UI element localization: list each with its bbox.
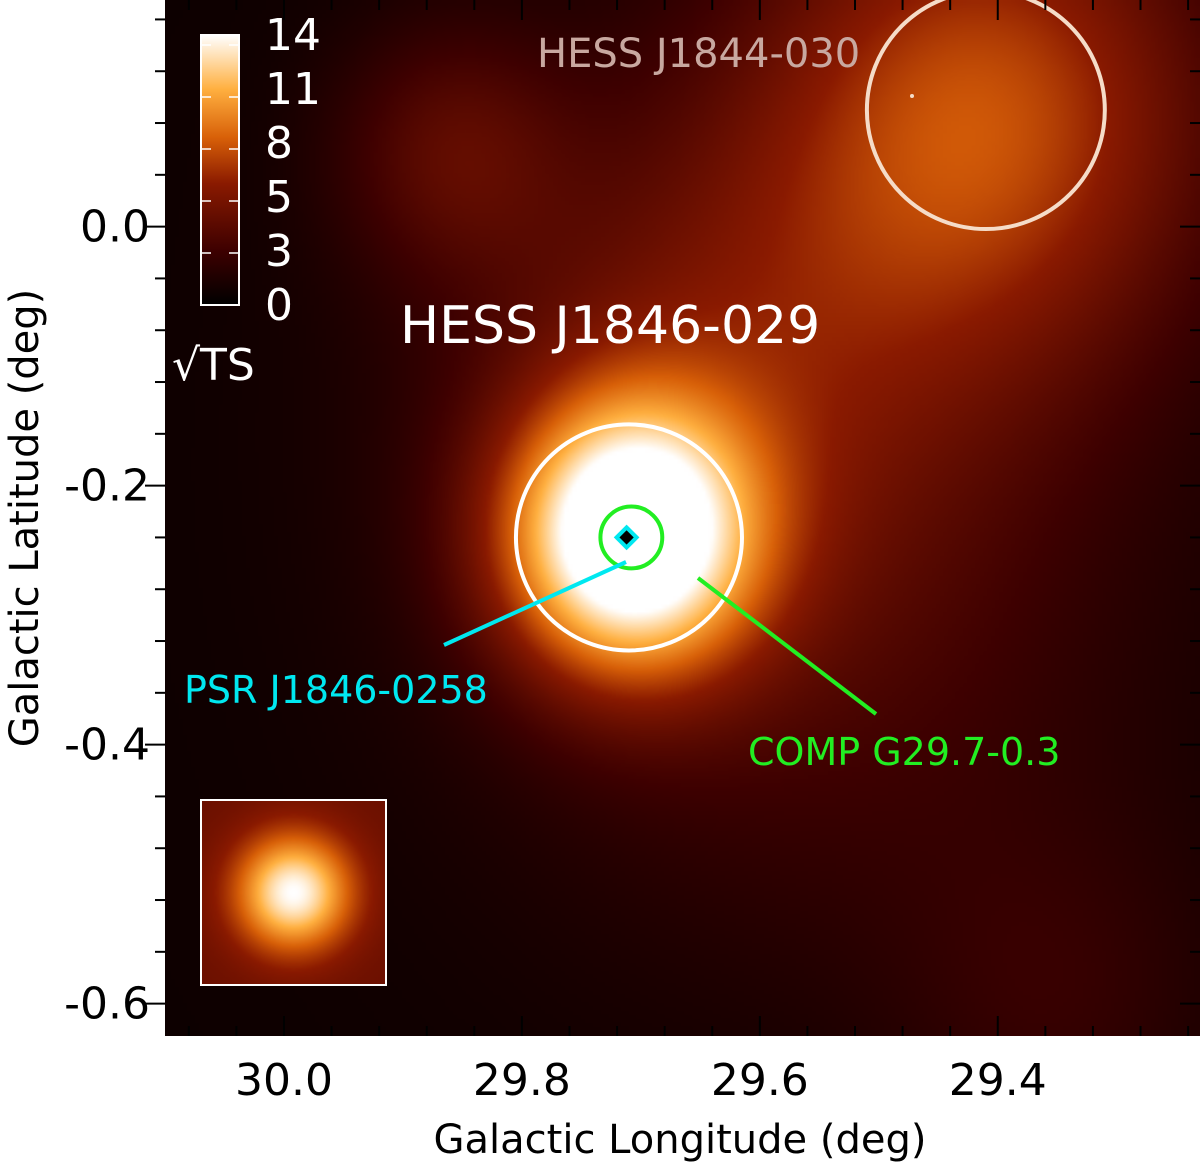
- x-tick-label: 29.8: [473, 1055, 571, 1106]
- colorbar-ticks: [201, 44, 239, 306]
- colorbar-tick-label: 14: [265, 10, 321, 61]
- colorbar-title: √TS: [172, 340, 255, 391]
- hess-j1844-030-extent-circle: [864, 0, 1107, 232]
- colorbar-tick-label: 3: [265, 226, 293, 277]
- y-tick-label: -0.4: [64, 720, 150, 771]
- y-tick-label: 0.0: [80, 202, 150, 253]
- psr-leader-line: [443, 560, 627, 647]
- x-tick-label: 29.4: [949, 1055, 1047, 1106]
- hess-j1846-029-extent-circle: [513, 422, 744, 653]
- colorbar: [200, 34, 240, 306]
- source-overlays: [443, 0, 1107, 716]
- axis-ticks: [145, 0, 1200, 1036]
- label-psr-j1846-0258: PSR J1846-0258: [184, 668, 488, 712]
- label-comp-g29-7-0-3: COMP G29.7-0.3: [748, 730, 1060, 774]
- psr-j1846-0258-marker: [613, 524, 640, 551]
- comp-g29-7-0-3-circle: [598, 504, 665, 571]
- colorbar-tick-label: 0: [265, 280, 293, 331]
- colorbar-tick-label: 11: [265, 64, 321, 115]
- x-tick-label: 30.0: [235, 1055, 333, 1106]
- label-hess-j1844-030: HESS J1844-030: [537, 31, 860, 77]
- hess-j1844-030-dot: [910, 94, 914, 98]
- colorbar-tick-label: 8: [265, 118, 293, 169]
- x-axis-title: Galactic Longitude (deg): [434, 1117, 927, 1163]
- y-tick-label: -0.2: [64, 461, 150, 512]
- x-tick-label: 29.6: [711, 1055, 809, 1106]
- y-tick-label: -0.6: [64, 979, 150, 1030]
- y-axis-title: Galactic Latitude (deg): [2, 289, 48, 748]
- psf-inset: [201, 800, 386, 985]
- colorbar-tick-label: 5: [265, 172, 293, 223]
- comp-leader-line: [696, 576, 878, 716]
- psf-inset-frame: [200, 799, 387, 986]
- label-hess-j1846-029: HESS J1846-029: [400, 296, 820, 356]
